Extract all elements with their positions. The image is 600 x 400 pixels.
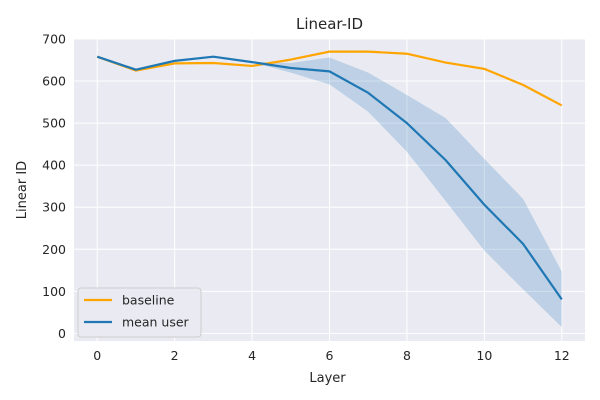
y-tick-label: 200 — [42, 242, 66, 257]
series-line-baseline — [96, 50, 563, 107]
x-axis-label: Layer — [309, 371, 346, 386]
confidence-band-mean-user — [97, 56, 562, 328]
x-tick-label: 10 — [476, 348, 492, 363]
x-tick-label: 12 — [554, 348, 570, 363]
y-tick-label: 400 — [42, 158, 66, 173]
lines-layer — [96, 50, 563, 300]
y-tick-label: 500 — [42, 116, 66, 131]
y-tick-label: 300 — [42, 200, 66, 215]
chart-title: Linear-ID — [296, 15, 363, 33]
y-axis-label: Linear ID — [15, 161, 30, 219]
y-tick-label: 100 — [42, 284, 66, 299]
x-tick-labels: 0 2 4 6 8 10 12 — [93, 348, 569, 363]
legend-label-baseline: baseline — [122, 293, 175, 308]
x-grid — [96, 39, 563, 341]
y-tick-label: 600 — [42, 74, 66, 89]
y-tick-labels: 0 100 200 300 400 500 600 700 — [42, 32, 66, 341]
confidence-band-layer — [97, 56, 562, 328]
x-tick-label: 2 — [171, 348, 179, 363]
x-tick-label: 8 — [403, 348, 411, 363]
series-line-mean-user — [96, 55, 563, 300]
x-tick-label: 4 — [248, 348, 256, 363]
y-tick-label: 700 — [42, 32, 66, 47]
legend-label-mean-user: mean user — [122, 315, 190, 330]
x-tick-label: 6 — [326, 348, 334, 363]
legend: baseline mean user — [77, 287, 202, 338]
y-tick-label: 0 — [58, 326, 66, 341]
x-tick-label: 0 — [93, 348, 101, 363]
